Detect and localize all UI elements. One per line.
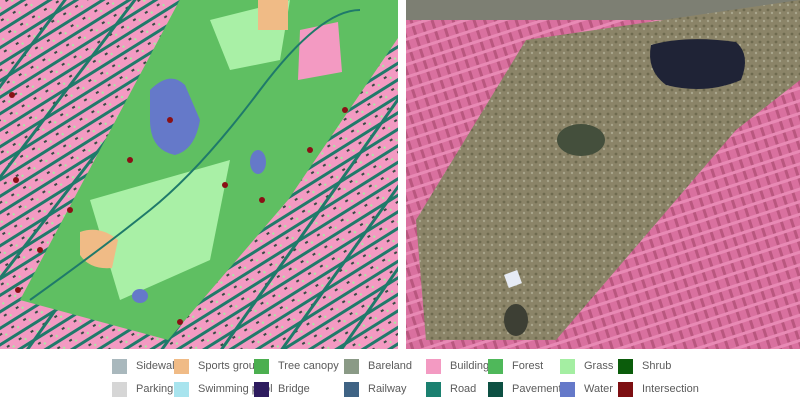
legend-label: Sidewalk bbox=[136, 360, 181, 372]
legend-label: Intersection bbox=[642, 383, 699, 395]
sports-ground-north bbox=[258, 0, 288, 30]
legend-swatch bbox=[488, 358, 503, 374]
legend-label: Pavement bbox=[512, 383, 562, 395]
segmentation-map-panel bbox=[0, 0, 398, 349]
legend-swatch bbox=[254, 381, 269, 397]
legend-label: Parking bbox=[136, 383, 174, 395]
large-building-ne bbox=[298, 22, 342, 80]
legend-item-swimming-pool: Swimming pool bbox=[174, 381, 273, 397]
lake bbox=[132, 289, 148, 303]
rendered-3d-view-panel bbox=[406, 0, 800, 349]
legend-item-sports-ground: Sports ground bbox=[174, 358, 267, 374]
legend-item-pavement: Pavement bbox=[488, 381, 562, 397]
legend-item-bareland: Bareland bbox=[344, 358, 412, 374]
legend-swatch bbox=[112, 381, 127, 397]
legend-label: Railway bbox=[368, 383, 407, 395]
legend-swatch bbox=[112, 358, 127, 374]
legend-label: Water bbox=[584, 383, 613, 395]
legend-label: Road bbox=[450, 383, 477, 395]
legend-item-tree-canopy: Tree canopy bbox=[254, 358, 339, 374]
legend-swatch bbox=[560, 381, 575, 397]
legend-item-water: Water bbox=[560, 381, 613, 397]
legend-swatch bbox=[560, 358, 575, 374]
legend-item-railway: Railway bbox=[344, 381, 407, 397]
legend-swatch bbox=[254, 358, 269, 374]
legend-item-building: Building bbox=[426, 358, 489, 374]
legend-swatch bbox=[344, 381, 359, 397]
legend-label: Sports ground bbox=[198, 360, 268, 372]
legend-item-forest: Forest bbox=[488, 358, 543, 374]
reservoir-3d bbox=[650, 39, 745, 89]
legend-swatch bbox=[426, 358, 441, 374]
legend-label: Bridge bbox=[278, 383, 310, 395]
park-grass bbox=[90, 160, 230, 300]
lake-3d bbox=[504, 304, 528, 336]
legend-label: Shrub bbox=[642, 360, 672, 372]
legend-label: Building bbox=[450, 360, 490, 372]
legend-label: Forest bbox=[512, 360, 544, 372]
legend-item-bridge: Bridge bbox=[254, 381, 310, 397]
pond-3d bbox=[557, 124, 605, 156]
segmentation-map bbox=[0, 0, 398, 349]
legend-item-intersection: Intersection bbox=[618, 381, 699, 397]
legend-label: Grass bbox=[584, 360, 614, 372]
legend-item-grass: Grass bbox=[560, 358, 613, 374]
rendered-3d-view bbox=[406, 0, 800, 349]
legend-label: Bareland bbox=[368, 360, 413, 372]
legend-swatch bbox=[618, 358, 633, 374]
legend-label: Swimming pool bbox=[198, 383, 273, 395]
pond bbox=[250, 150, 266, 174]
intersections bbox=[9, 92, 348, 325]
legend-swatch bbox=[488, 381, 503, 397]
reservoir bbox=[150, 78, 200, 155]
legend-item-shrub: Shrub bbox=[618, 358, 671, 374]
legend-swatch bbox=[174, 381, 189, 397]
legend-item-parking: Parking bbox=[112, 381, 173, 397]
rink-3d bbox=[504, 270, 522, 288]
legend-swatch bbox=[618, 381, 633, 397]
legend-swatch bbox=[174, 358, 189, 374]
legend-label: Tree canopy bbox=[278, 360, 339, 372]
legend-item-sidewalk: Sidewalk bbox=[112, 358, 180, 374]
legend-swatch bbox=[426, 381, 441, 397]
legend-item-road: Road bbox=[426, 381, 476, 397]
legend-swatch bbox=[344, 358, 359, 374]
legend: Sidewalk Sports ground Tree canopy Barel… bbox=[0, 349, 800, 406]
park-drive bbox=[29, 9, 361, 301]
